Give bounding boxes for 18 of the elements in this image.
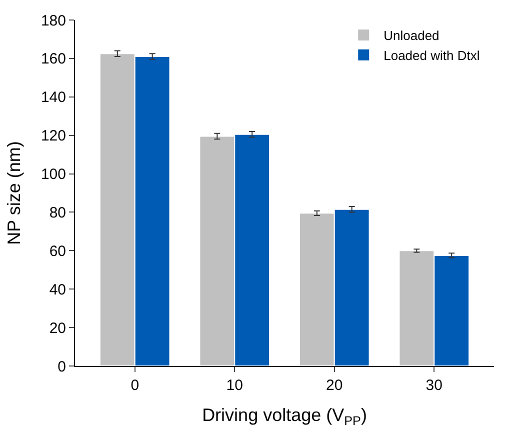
legend-label: Unloaded — [384, 28, 440, 44]
x-tick-label: 30 — [426, 377, 442, 394]
x-axis-title: Driving voltage (V$_{PP}$) — [202, 405, 367, 428]
y-tick-label: 20 — [49, 320, 66, 337]
x-tick-label: 0 — [130, 377, 140, 394]
x-tick-label: 10 — [226, 377, 243, 394]
y-tick-label: 180 — [40, 12, 66, 30]
y-tick-label: 120 — [40, 128, 66, 145]
y-axis-title: NP size (nm) — [4, 141, 24, 245]
y-tick-label: 0 — [58, 358, 66, 376]
y-tick-label: 80 — [49, 204, 66, 222]
y-tick-label: 140 — [40, 89, 66, 106]
y-tick-label: 40 — [49, 281, 66, 298]
legend-label: Loaded with Dtxl — [384, 48, 480, 63]
y-tick-label: 60 — [49, 242, 66, 260]
y-tick-label: 100 — [40, 166, 66, 184]
x-tick-label: 20 — [326, 377, 343, 394]
y-tick-label: 160 — [40, 50, 66, 68]
